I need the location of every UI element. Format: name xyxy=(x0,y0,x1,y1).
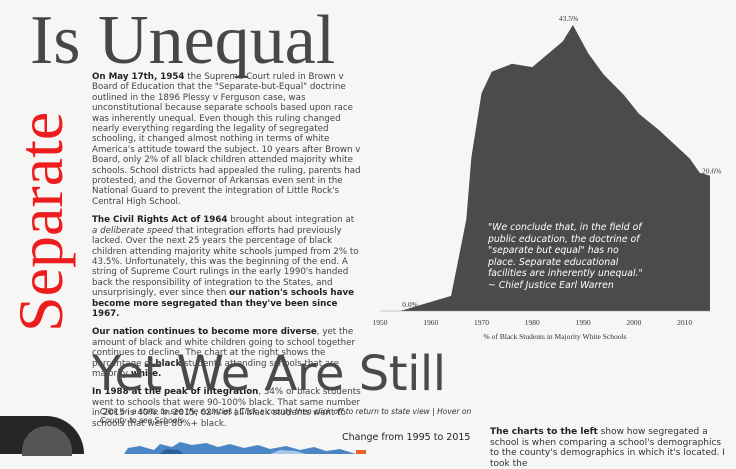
x-tick-label: 1980 xyxy=(525,318,540,327)
p3-bold1: black xyxy=(155,358,182,369)
p2-bold-end: our nation's schools have become more se… xyxy=(92,288,355,319)
right-bold: The charts to the left xyxy=(490,427,598,437)
body-text: On May 17th, 1954 the Supreme Court rule… xyxy=(92,72,362,437)
x-tick-label: 1990 xyxy=(576,318,591,327)
paragraph-1: On May 17th, 1954 the Supreme Court rule… xyxy=(92,72,362,207)
legend-title: Change from 1995 to 2015 xyxy=(342,432,471,443)
end-label: 20.6% xyxy=(702,167,721,176)
court-quote: "We conclude that, in the field of publi… xyxy=(488,222,643,291)
page-title: Is Unequal xyxy=(30,2,336,79)
p3-lead: Our nation continues to become more dive… xyxy=(92,327,317,338)
x-tick-label: 1950 xyxy=(373,318,388,327)
x-tick-label: 1960 xyxy=(423,318,438,327)
map-light-region xyxy=(270,450,306,454)
integration-chart[interactable]: 43.5% 20.6% 0.0% 1950 1960 1970 1980 1990 200… xyxy=(360,5,736,345)
right-text: The charts to the left show how segregat… xyxy=(490,427,730,469)
p3-bold2: white. xyxy=(130,368,162,379)
p3-mid: , yet the amount of black and white chil… xyxy=(92,327,356,369)
us-map[interactable] xyxy=(120,438,360,454)
paragraph-4: In 1988 at the peak of integration, 34% … xyxy=(92,387,362,429)
historic-photo xyxy=(0,416,84,456)
p2-mid2: that integration efforts had previously … xyxy=(92,225,359,299)
start-label: 0.0% xyxy=(402,300,418,309)
p4-text: , 34% of black students went to schools … xyxy=(92,387,361,429)
p2-mid1: brought about integration at xyxy=(227,215,355,226)
legend-swatch xyxy=(356,450,366,454)
p1-text: the Supreme Court ruled in Brown v Board… xyxy=(92,72,361,207)
x-axis-label: % of Black Students in Majority White Sc… xyxy=(484,332,627,341)
p2-lead: The Civil Rights Act of 1964 xyxy=(92,215,228,226)
paragraph-2: The Civil Rights Act of 1964 brought abo… xyxy=(92,215,362,319)
x-tick-label: 1970 xyxy=(474,318,489,327)
vertical-title: Separate xyxy=(5,111,76,332)
x-tick-label: 2000 xyxy=(626,318,641,327)
map-instructions: Click on a state to see the counties | C… xyxy=(100,407,472,425)
area-series[interactable] xyxy=(400,25,710,311)
p4-lead: In 1988 at the peak of integration xyxy=(92,387,259,398)
photo-figure xyxy=(22,426,72,456)
x-ticks: 1950 1960 1970 1980 1990 2000 2010 xyxy=(373,318,693,327)
section-title: Yet We Are Still xyxy=(92,346,446,402)
x-tick-label: 2010 xyxy=(677,318,692,327)
peak-label: 43.5% xyxy=(559,14,578,23)
paragraph-3: Our nation continues to become more dive… xyxy=(92,327,362,379)
p2-italic: a deliberate speed xyxy=(92,225,174,236)
map-highlight xyxy=(160,449,184,454)
map-states[interactable] xyxy=(124,442,356,454)
p1-date: On May 17th, 1954 xyxy=(92,72,185,82)
chart-svg: 43.5% 20.6% 0.0% 1950 1960 1970 1980 1990 200… xyxy=(373,14,722,341)
p3-mid2: students attending schools that are majo… xyxy=(92,358,339,379)
